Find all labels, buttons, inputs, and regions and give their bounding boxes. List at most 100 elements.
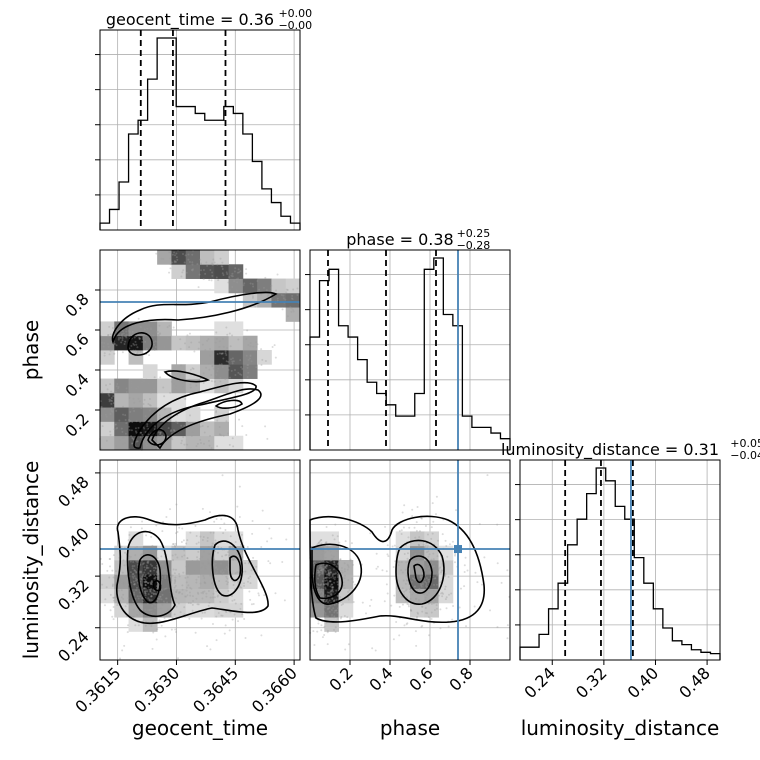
hist2d-phase-luminosity_distance-point bbox=[450, 592, 453, 595]
hist2d-phase-luminosity_distance-point bbox=[424, 584, 427, 587]
hist2d-geocent_time-phase-point bbox=[133, 409, 136, 412]
hist2d-phase-luminosity_distance-point bbox=[451, 618, 454, 621]
hist2d-phase-luminosity_distance-point bbox=[316, 552, 319, 555]
hist2d-phase-luminosity_distance-point bbox=[346, 563, 349, 566]
hist2d-geocent_time-phase-point bbox=[187, 258, 190, 261]
hist2d-geocent_time-luminosity_distance-point bbox=[112, 596, 115, 599]
hist2d-phase-luminosity_distance-point bbox=[329, 559, 332, 562]
hist2d-phase-luminosity_distance-point bbox=[336, 535, 339, 538]
hist2d-geocent_time-luminosity_distance-point bbox=[174, 580, 177, 583]
hist2d-phase-luminosity_distance-point bbox=[342, 581, 345, 584]
hist2d-geocent_time-luminosity_distance-density-cell bbox=[128, 602, 144, 618]
hist2d-geocent_time-luminosity_distance-density-cell bbox=[200, 588, 215, 604]
hist2d-phase-luminosity_distance-density-cell bbox=[410, 560, 425, 575]
hist2d-geocent_time-luminosity_distance-point bbox=[263, 594, 266, 597]
hist2d-geocent_time-luminosity_distance-point bbox=[207, 561, 210, 564]
hist2d-phase-luminosity_distance-point bbox=[405, 588, 408, 591]
hist2d-geocent_time-luminosity_distance-point bbox=[143, 556, 146, 559]
hist2d-geocent_time-phase-point bbox=[131, 330, 134, 333]
hist2d-phase-luminosity_distance-point bbox=[417, 612, 420, 615]
hist2d-phase-luminosity_distance-density-cell bbox=[424, 588, 439, 604]
hist2d-geocent_time-luminosity_distance-density-cell bbox=[228, 588, 244, 604]
hist2d-geocent_time-phase-point bbox=[198, 341, 201, 344]
hist2d-phase-luminosity_distance-point bbox=[323, 551, 326, 554]
hist2d-phase-luminosity_distance-point bbox=[326, 594, 329, 597]
hist2d-geocent_time-phase-point bbox=[141, 433, 144, 436]
hist2d-geocent_time-luminosity_distance-point bbox=[244, 570, 247, 573]
hist2d-geocent_time-phase-point bbox=[292, 308, 295, 311]
hist2d-geocent_time-luminosity_distance-point bbox=[131, 567, 134, 570]
hist2d-phase-luminosity_distance-point bbox=[326, 564, 329, 567]
hist2d-geocent_time-luminosity_distance-point bbox=[181, 592, 184, 595]
hist2d-phase-luminosity_distance-point bbox=[400, 529, 403, 532]
hist2d-phase-luminosity_distance-contour bbox=[311, 543, 363, 605]
hist2d-geocent_time-luminosity_distance-point bbox=[112, 576, 115, 579]
hist2d-phase-luminosity_distance-point bbox=[406, 552, 409, 555]
hist2d-geocent_time-phase-point bbox=[228, 276, 231, 279]
hist2d-geocent_time-phase-point bbox=[226, 432, 229, 435]
hist2d-geocent_time-phase-density-cell bbox=[128, 378, 144, 394]
hist2d-geocent_time-phase-point bbox=[121, 330, 124, 333]
xlabel-luminosity_distance: luminosity_distance bbox=[521, 716, 720, 740]
hist2d-phase-luminosity_distance-point bbox=[427, 580, 430, 583]
hist2d-phase-luminosity_distance bbox=[309, 459, 511, 661]
hist2d-geocent_time-phase-point bbox=[121, 337, 124, 340]
hist2d-phase-luminosity_distance-point bbox=[435, 495, 438, 498]
hist2d-geocent_time-phase-point bbox=[171, 438, 174, 441]
hist2d-geocent_time-luminosity_distance-point bbox=[105, 586, 108, 589]
hist2d-geocent_time-luminosity_distance-point bbox=[225, 580, 228, 583]
hist2d-geocent_time-phase-density-cell bbox=[114, 421, 129, 437]
hist2d-geocent_time-phase bbox=[99, 249, 301, 451]
hist2d-geocent_time-phase-point bbox=[202, 278, 205, 281]
hist2d-phase-luminosity_distance-point bbox=[412, 591, 415, 594]
hist2d-geocent_time-phase-point bbox=[130, 442, 133, 445]
hist2d-geocent_time-phase-point bbox=[266, 294, 269, 297]
hist2d-phase-luminosity_distance-point bbox=[314, 601, 317, 604]
hist2d-phase-luminosity_distance-point bbox=[444, 573, 447, 576]
hist2d-geocent_time-luminosity_distance-point bbox=[149, 563, 152, 566]
hist2d-geocent_time-luminosity_distance-point bbox=[258, 594, 261, 597]
hist2d-geocent_time-phase-point bbox=[285, 288, 288, 291]
hist2d-geocent_time-phase-point bbox=[132, 397, 135, 400]
hist2d-geocent_time-luminosity_distance-point bbox=[177, 592, 180, 595]
hist2d-phase-luminosity_distance-point bbox=[427, 616, 430, 619]
hist2d-geocent_time-phase-point bbox=[109, 333, 112, 336]
hist2d-geocent_time-phase-point bbox=[183, 424, 186, 427]
hist2d-phase-luminosity_distance-point bbox=[318, 570, 321, 573]
hist2d-phase-luminosity_distance-point bbox=[371, 647, 374, 650]
hist2d-geocent_time-phase-point bbox=[215, 373, 218, 376]
hist2d-geocent_time-luminosity_distance-point bbox=[229, 535, 232, 538]
hist2d-geocent_time-luminosity_distance-point bbox=[185, 561, 188, 564]
hist2d-geocent_time-luminosity_distance-point bbox=[204, 567, 207, 570]
hist2d-geocent_time-phase-point bbox=[245, 268, 248, 271]
hist2d-phase-luminosity_distance-point bbox=[347, 643, 350, 646]
hist2d-geocent_time-luminosity_distance-point bbox=[173, 572, 176, 575]
hist2d-geocent_time-luminosity_distance-point bbox=[112, 596, 115, 599]
hist2d-geocent_time-luminosity_distance-point bbox=[141, 552, 144, 555]
hist2d-phase-luminosity_distance-point bbox=[328, 594, 331, 597]
hist2d-geocent_time-luminosity_distance-point bbox=[186, 576, 189, 579]
hist2d-phase-luminosity_distance-point bbox=[324, 587, 327, 590]
hist2d-geocent_time-luminosity_distance-point bbox=[212, 531, 215, 534]
hist2d-phase-luminosity_distance-point bbox=[411, 550, 414, 553]
hist-phase-border bbox=[309, 249, 511, 451]
hist2d-phase-luminosity_distance-point bbox=[427, 550, 430, 553]
hist2d-geocent_time-phase-point bbox=[125, 422, 128, 425]
hist2d-geocent_time-phase-point bbox=[190, 341, 193, 344]
hist2d-geocent_time-luminosity_distance-point bbox=[150, 591, 153, 594]
hist2d-geocent_time-luminosity_distance-point bbox=[234, 602, 237, 605]
hist2d-geocent_time-phase-point bbox=[203, 431, 206, 434]
hist2d-geocent_time-phase-point bbox=[204, 272, 207, 275]
hist2d-geocent_time-phase-point bbox=[241, 425, 244, 428]
hist2d-geocent_time-phase-point bbox=[199, 425, 202, 428]
hist2d-geocent_time-luminosity_distance-point bbox=[221, 614, 224, 617]
hist2d-geocent_time-phase-point bbox=[260, 293, 263, 296]
hist2d-geocent_time-phase-point bbox=[149, 404, 152, 407]
hist2d-phase-luminosity_distance-point bbox=[333, 599, 336, 602]
hist2d-phase-luminosity_distance-point bbox=[407, 605, 410, 608]
hist2d-phase-luminosity_distance-point bbox=[347, 598, 350, 601]
hist2d-geocent_time-phase-point bbox=[211, 271, 214, 274]
hist2d-geocent_time-luminosity_distance-point bbox=[146, 561, 149, 564]
hist2d-geocent_time-phase-point bbox=[115, 427, 118, 430]
hist2d-geocent_time-phase-point bbox=[245, 337, 248, 340]
